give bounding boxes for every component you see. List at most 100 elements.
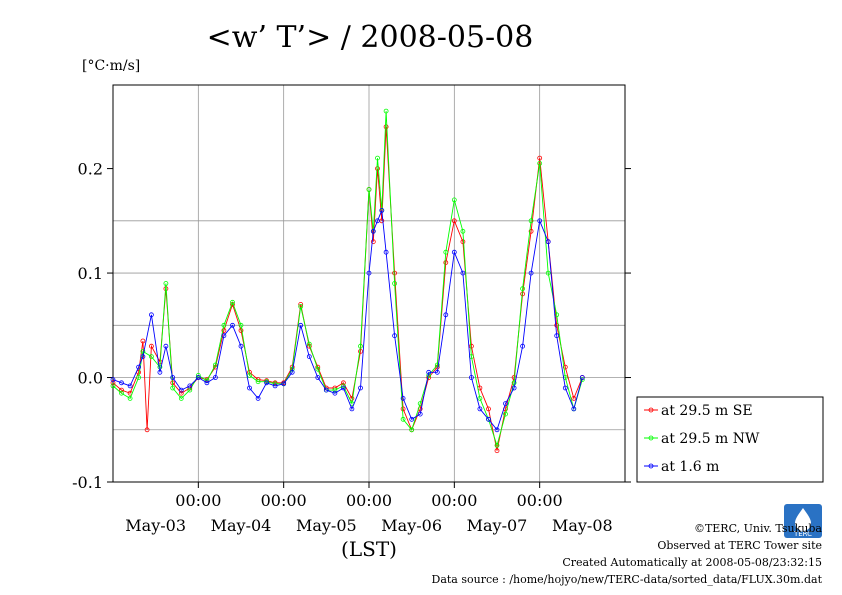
data-point [554, 322, 560, 328]
data-point [247, 385, 252, 391]
data-point [289, 369, 295, 375]
series-group [110, 108, 585, 454]
data-point [136, 375, 142, 380]
x-tick-label-day: May-04 [211, 516, 272, 535]
legend-label: at 29.5 m SE [661, 403, 753, 419]
data-point [230, 322, 235, 328]
x-tick-label-day: May-07 [467, 516, 528, 535]
data-point [157, 369, 163, 375]
data-point [119, 390, 124, 396]
data-point [358, 348, 363, 354]
data-point [247, 372, 252, 378]
x-tick-label-day: May-03 [125, 516, 186, 535]
drop-icon [795, 508, 811, 531]
data-point [178, 387, 184, 393]
data-point [571, 406, 577, 412]
data-point [443, 312, 449, 318]
data-point [545, 270, 551, 276]
data-point [178, 390, 184, 396]
data-point [451, 249, 457, 255]
data-point [494, 448, 500, 454]
data-point [477, 406, 483, 412]
data-point [358, 343, 363, 349]
data-point [520, 343, 525, 349]
data-point [366, 187, 372, 192]
footer-source: Data source : /home/hojyo/new/TERC-data/… [431, 573, 823, 586]
data-point [163, 281, 169, 286]
data-point [264, 380, 270, 386]
data-point [255, 395, 261, 401]
x-tick-label-day: May-05 [296, 516, 357, 535]
data-point [315, 366, 321, 372]
data-point [375, 166, 380, 172]
data-point [221, 328, 227, 333]
data-point [460, 270, 466, 276]
x-tick-label-day: May-08 [552, 516, 613, 535]
data-point [119, 380, 124, 386]
data-point [468, 375, 474, 380]
x-tick-label-time: 00:00 [346, 491, 392, 510]
data-point [323, 387, 329, 393]
data-point [426, 369, 432, 375]
data-point [144, 427, 150, 433]
data-point [528, 270, 534, 276]
data-point [571, 395, 577, 401]
data-point [537, 218, 543, 224]
data-point [562, 385, 568, 391]
chart-title: <w’ T’> / 2008-05-08 [207, 20, 534, 55]
y-axis: 0.2 0.1 0.0 -0.1 [72, 160, 631, 492]
data-point [187, 383, 193, 389]
data-point [468, 343, 474, 349]
data-point [238, 322, 244, 328]
data-point [238, 343, 244, 349]
data-point [520, 286, 525, 292]
data-point [434, 362, 440, 368]
data-point [451, 197, 457, 203]
footer-created: Created Automatically at 2008-05-08/23:3… [562, 556, 822, 569]
data-point [332, 390, 338, 396]
data-point [409, 416, 415, 422]
legend: at 29.5 m SE at 29.5 m NW at 1.6 m [636, 396, 824, 483]
data-point [140, 348, 146, 354]
data-point [298, 304, 304, 309]
data-point [170, 375, 176, 380]
data-point [230, 299, 235, 305]
data-point [434, 369, 440, 375]
data-point [370, 239, 376, 245]
data-point [451, 218, 457, 224]
legend-marker [648, 435, 654, 441]
y-tick-label: 0.2 [78, 160, 103, 179]
data-point [298, 301, 304, 307]
data-point [298, 322, 304, 328]
data-point [417, 411, 423, 417]
data-point [272, 383, 278, 389]
data-point [281, 381, 287, 387]
legend-marker [648, 463, 654, 469]
data-point [140, 354, 146, 360]
data-point [537, 155, 543, 161]
data-point [119, 387, 124, 393]
data-point [511, 385, 517, 391]
data-point [528, 218, 534, 224]
data-point [204, 380, 210, 386]
data-point [383, 249, 389, 255]
data-point [349, 406, 355, 412]
terc-logo: TERC [784, 504, 822, 538]
data-point [212, 362, 218, 368]
y-tick-label: 0.1 [78, 264, 103, 283]
data-point [358, 385, 363, 391]
data-point [400, 416, 406, 422]
y-tick-label: 0.0 [78, 369, 103, 388]
data-point [443, 260, 449, 266]
legend-label: at 29.5 m NW [661, 431, 760, 447]
data-point [383, 124, 389, 130]
data-point [306, 341, 312, 347]
data-point [443, 249, 449, 255]
footer-copyright: ©TERC, Univ. Tsukuba [693, 522, 822, 535]
data-point [392, 333, 398, 339]
x-axis-label: (LST) [341, 537, 397, 561]
data-point [340, 385, 346, 391]
data-point [136, 364, 142, 370]
data-point [460, 228, 466, 234]
